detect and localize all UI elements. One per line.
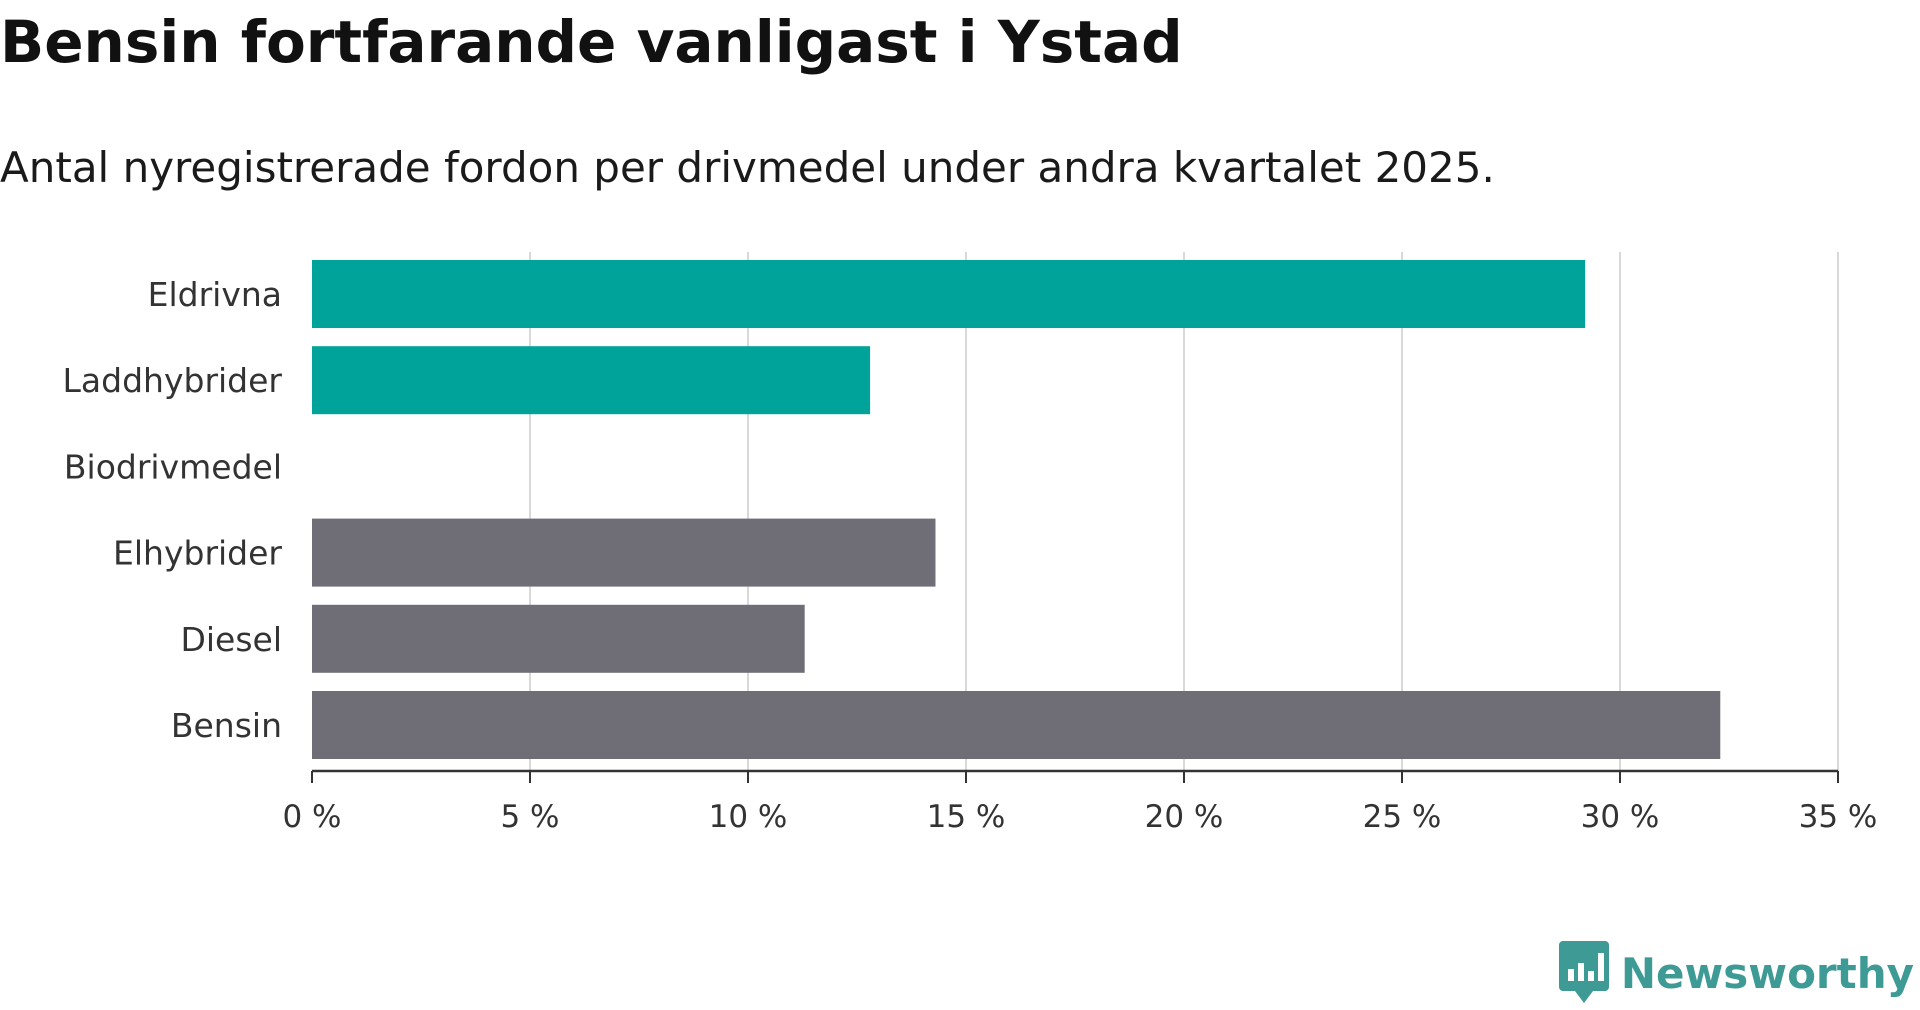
category-label: Elhybrider [113, 534, 282, 573]
x-tick-label: 30 % [1581, 799, 1660, 835]
category-label: Laddhybrider [63, 361, 283, 400]
category-label: Eldrivna [148, 275, 282, 314]
bar-diesel [312, 604, 805, 673]
gridlines [529, 252, 1839, 771]
bar-laddhybrider [312, 346, 871, 415]
x-tick-label: 25 % [1363, 799, 1442, 835]
newsworthy-logo: Newsworthy [1558, 936, 1914, 1010]
x-tick-label: 20 % [1145, 799, 1224, 835]
x-tick-label: 10 % [709, 799, 788, 835]
x-tick-label: 15 % [927, 799, 1006, 835]
chart-subtitle: Antal nyregistrerade fordon per drivmede… [0, 143, 1495, 192]
chart-title: Bensin fortfarande vanligast i Ystad [0, 8, 1183, 76]
category-label: Diesel [180, 620, 282, 659]
category-label: Bensin [171, 706, 282, 745]
bar-bensin [312, 691, 1721, 759]
bars [312, 260, 1721, 759]
bar-elhybrider [312, 518, 936, 587]
x-tick-label: 5 % [500, 799, 559, 835]
bar-chart: 0 % 5 % 10 % 15 % 20 % 25 % 30 % 35 % Eldrivna L… [63, 252, 1878, 835]
category-label: Biodrivmedel [64, 447, 282, 486]
x-tick-label: 0 % [282, 799, 341, 835]
newsworthy-logo-text: Newsworthy [1620, 948, 1914, 998]
x-tick-label: 35 % [1799, 799, 1878, 835]
newsworthy-logo-icon [1558, 941, 1609, 1003]
x-axis: 0 % 5 % 10 % 15 % 20 % 25 % 30 % 35 % [282, 769, 1878, 835]
bar-eldrivna [312, 260, 1586, 328]
category-labels: Eldrivna Laddhybrider Biodrivmedel Elhybrid… [63, 275, 283, 745]
